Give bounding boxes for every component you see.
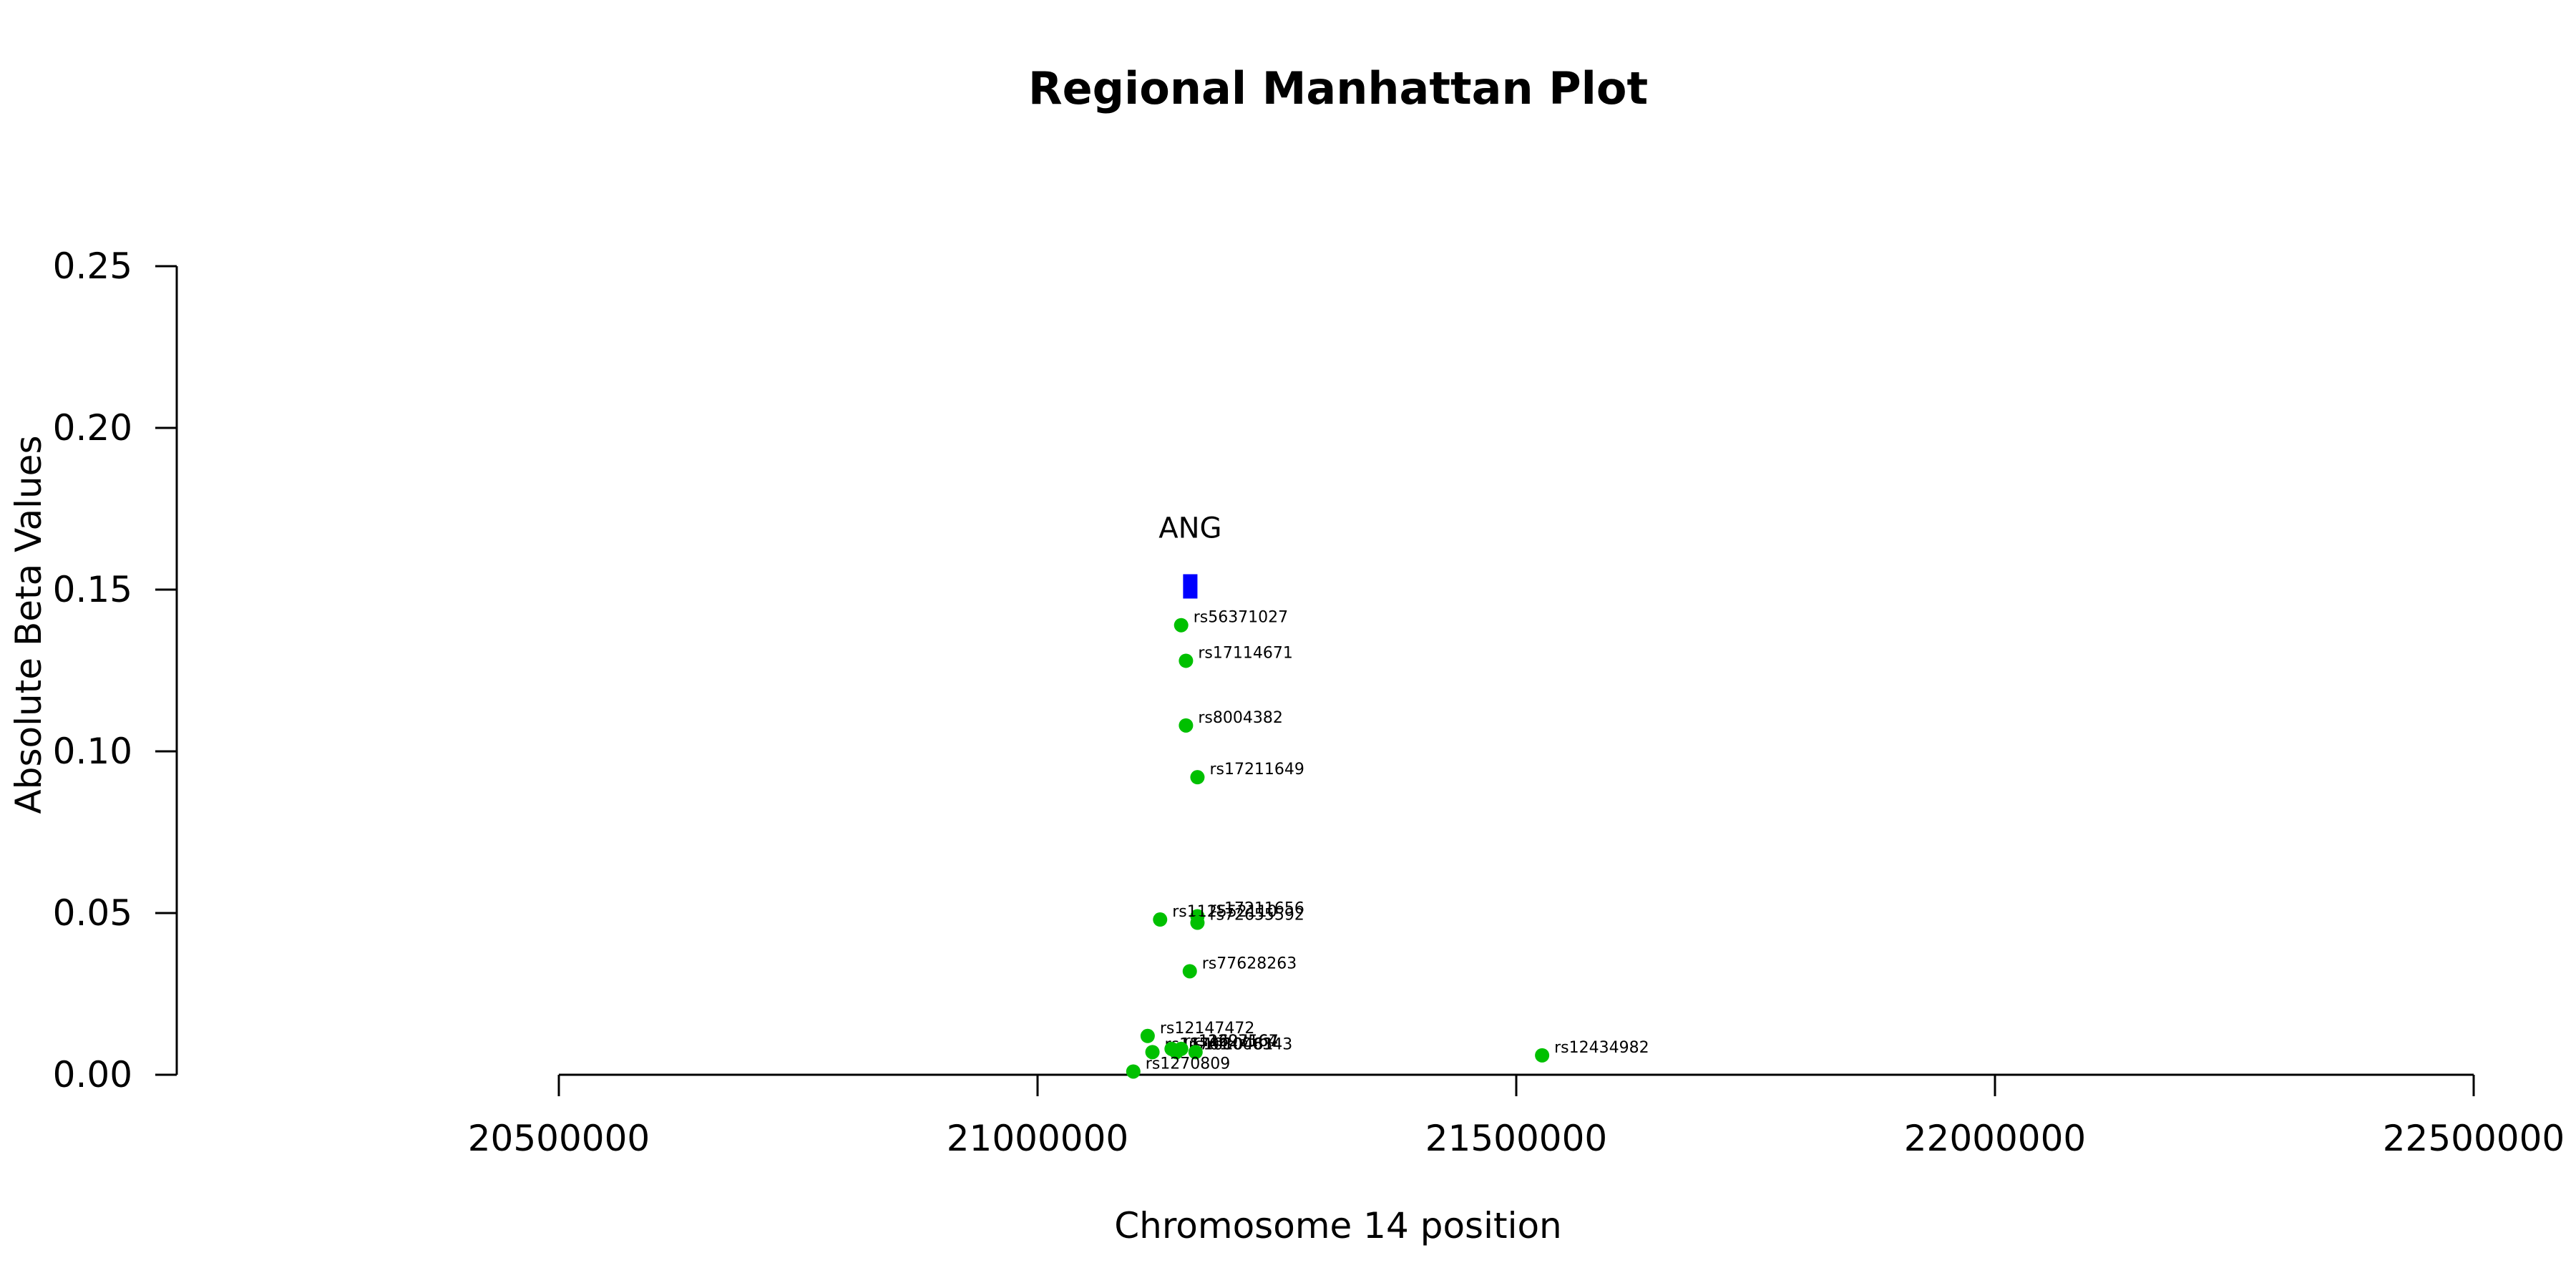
- snp-label: rs112552110: [1172, 903, 1277, 921]
- snp-label: rs17211656: [1209, 900, 1304, 918]
- snp-label: rs17114671: [1198, 644, 1292, 662]
- y-axis-label: Absolute Beta Values: [8, 436, 49, 814]
- snp-label: rs12147472: [1160, 1020, 1254, 1038]
- y-tick-label: 0.15: [53, 569, 132, 610]
- snp-label: rs56371027: [1194, 609, 1288, 627]
- y-tick-label: 0.10: [53, 731, 132, 772]
- snp-point: [1190, 915, 1205, 930]
- snp-label: rs2297564: [1194, 1033, 1279, 1050]
- x-tick-label: 21500000: [1425, 1118, 1608, 1159]
- y-tick-label: 0.00: [53, 1054, 132, 1096]
- y-tick-label: 0.25: [53, 245, 132, 287]
- snp-point: [1174, 618, 1189, 633]
- snp-point: [1179, 653, 1194, 668]
- y-axis: 0.00 0.05 0.10 0.15 0.20 0.25: [53, 245, 178, 1096]
- chart-title: Regional Manhattan Plot: [1028, 62, 1648, 114]
- snp-points: rs56371027 rs17114671 rs8004382 rs17211649 r…: [1126, 609, 1649, 1079]
- x-axis-label: Chromosome 14 position: [1114, 1205, 1562, 1246]
- snp-point: [1179, 718, 1194, 733]
- x-tick-label: 20500000: [468, 1118, 650, 1159]
- snp-label: rs12434982: [1554, 1039, 1649, 1057]
- y-tick-label: 0.20: [53, 407, 132, 449]
- gene-bar: [1183, 574, 1198, 599]
- snp-label: rs77628263: [1202, 955, 1297, 972]
- gene-label: ANG: [1158, 512, 1221, 545]
- snp-label: rs8006343: [1208, 1035, 1293, 1053]
- snp-point: [1140, 1028, 1155, 1043]
- y-tick-label: 0.05: [53, 892, 132, 934]
- snp-point: [1190, 770, 1205, 785]
- snp-label: rs1270809: [1146, 1055, 1231, 1073]
- snp-point: [1145, 1045, 1160, 1060]
- gene-track: ANG: [1158, 512, 1222, 599]
- x-axis: 20500000 21000000 21500000 22000000 22500000: [468, 1073, 2565, 1159]
- x-tick-label: 22000000: [1904, 1118, 2087, 1159]
- snp-label: rs1010461: [1189, 1035, 1274, 1053]
- x-tick-label: 22500000: [2383, 1118, 2565, 1159]
- snp-label: rs8004382: [1198, 709, 1283, 727]
- snp-point: [1535, 1048, 1550, 1063]
- snp-point: [1153, 912, 1168, 927]
- snp-point: [1182, 964, 1197, 979]
- snp-label: rs17211649: [1209, 761, 1304, 779]
- snp-point: [1174, 1041, 1189, 1056]
- snp-label: rs72655592: [1209, 907, 1304, 924]
- snp-point: [1188, 1045, 1203, 1060]
- x-tick-label: 21000000: [947, 1118, 1129, 1159]
- snp-point: [1126, 1064, 1141, 1079]
